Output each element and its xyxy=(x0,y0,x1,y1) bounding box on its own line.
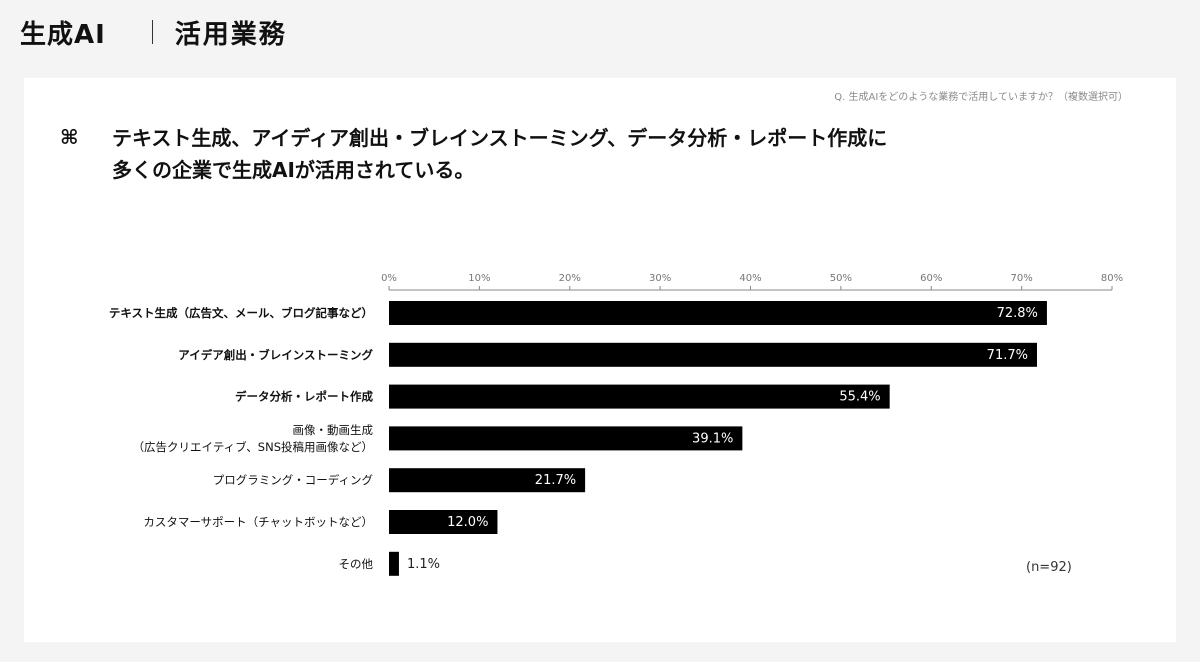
category-label: アイデア創出・ブレインストーミング xyxy=(178,348,373,362)
x-tick-label: 0% xyxy=(381,273,397,284)
category-label: テキスト生成（広告文、メール、ブログ記事など） xyxy=(109,306,373,320)
x-tick-label: 40% xyxy=(739,273,761,284)
x-tick-label: 30% xyxy=(649,273,671,284)
bar xyxy=(389,384,890,409)
bar xyxy=(389,551,399,576)
bar-value-label: 39.1% xyxy=(692,431,733,446)
category-label: データ分析・レポート作成 xyxy=(235,390,373,404)
x-tick-label: 10% xyxy=(468,273,490,284)
bar-value-label: 1.1% xyxy=(407,557,440,572)
category-label: （広告クリエイティブ、SNS投稿用画像など） xyxy=(133,440,373,454)
x-tick-label: 70% xyxy=(1011,273,1033,284)
bar-value-label: 55.4% xyxy=(839,390,880,405)
page-title: 生成AI xyxy=(20,19,106,50)
survey-question: Q. 生成AIをどのような業務で活用していますか？（複数選択可） xyxy=(834,92,1128,103)
bar xyxy=(389,468,586,493)
category-label: その他 xyxy=(339,557,374,571)
category-label: 画像・動画生成 xyxy=(293,423,374,437)
header-divider xyxy=(151,20,153,44)
category-label: カスタマーサポート（チャットボットなど） xyxy=(143,515,373,529)
bar xyxy=(389,342,1037,367)
command-icon: ⌘ xyxy=(60,125,79,149)
category-label: プログラミング・コーディング xyxy=(213,473,374,487)
page-header: 生成AI 活用業務 xyxy=(20,10,287,54)
x-tick-label: 60% xyxy=(920,273,942,284)
bar-value-label: 71.7% xyxy=(987,348,1028,363)
bar xyxy=(389,426,743,451)
sample-size: (n=92) xyxy=(1026,560,1072,575)
x-tick-label: 20% xyxy=(559,273,581,284)
headline-line-1: テキスト生成、アイディア創出・ブレインストーミング、データ分析・レポート作成に xyxy=(112,126,888,150)
x-tick-label: 50% xyxy=(830,273,852,284)
headline-text: テキスト生成、アイディア創出・ブレインストーミング、データ分析・レポート作成に … xyxy=(112,122,887,186)
bar-value-label: 12.0% xyxy=(447,515,488,530)
page-subtitle: 活用業務 xyxy=(174,19,287,50)
headline: ⌘ テキスト生成、アイディア創出・ブレインストーミング、データ分析・レポート作成… xyxy=(60,122,887,186)
bar xyxy=(389,301,1047,325)
headline-line-2: 多くの企業で生成AIが活用されている。 xyxy=(112,158,475,182)
bar-value-label: 72.8% xyxy=(997,306,1038,321)
bar-value-label: 21.7% xyxy=(535,473,576,488)
x-tick-label: 80% xyxy=(1101,273,1123,284)
bar xyxy=(389,510,498,534)
